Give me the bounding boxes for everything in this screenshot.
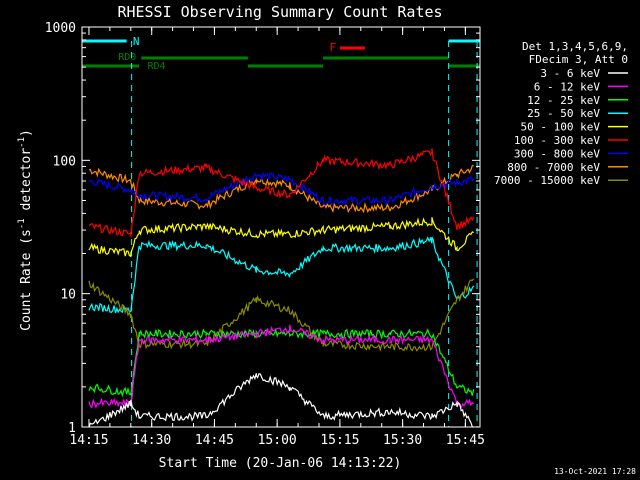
legend-header-line-2: FDecim 3, Att 0 [529,53,628,66]
x-tick-label: 14:15 [69,433,108,448]
x-tick-label: 15:00 [258,433,297,448]
flare-flag-label: F [329,41,336,54]
series-line [88,148,475,238]
y-axis-label: Count Rate (s-1 detector-1) [17,129,34,331]
series-line [88,171,475,207]
legend-label: 7000 - 15000 keV [494,174,600,187]
legend-label: 6 - 12 keV [534,80,601,93]
chart-title: RHESSI Observing Summary Count Rates [117,3,442,21]
legend: Det 1,3,4,5,6,9, FDecim 3, Att 0 3 - 6 k… [494,40,628,187]
legend-label: 12 - 25 keV [527,94,600,107]
y-tick-label: 100 [53,154,76,169]
x-tick-label: 15:30 [383,433,422,448]
series-line [88,165,474,214]
series-line [88,324,475,409]
x-tick-label: 14:30 [132,433,171,448]
legend-label: 300 - 800 keV [514,147,600,160]
series-line [88,236,475,314]
legend-label: 800 - 7000 keV [507,161,600,174]
y-tick-label: 1000 [45,21,76,36]
y-axis: 1 10 100 1000 [45,21,480,436]
series-line [88,217,474,258]
series-line [88,372,474,428]
y-tick-label: 1 [68,421,76,436]
footer-timestamp: 13-Oct-2021 17:28 [554,467,636,476]
legend-header-line-1: Det 1,3,4,5,6,9, [522,40,628,53]
rd4-flag-label: RD4 [148,61,166,72]
night-flag-label: N [133,35,140,48]
x-axis: 14:15 14:30 14:45 15:00 15:15 15:30 15:45 [69,27,485,448]
y-tick-label: 10 [60,288,76,303]
x-tick-label: 15:15 [320,433,359,448]
x-axis-label: Start Time (20-Jan-06 14:13:22) [159,456,402,471]
legend-label: 3 - 6 keV [540,67,600,80]
legend-label: 100 - 300 keV [514,134,600,147]
x-tick-label: 14:45 [195,433,234,448]
plot-frame [81,26,481,428]
x-tick-label: 15:45 [446,433,485,448]
plot-area: N RD0 RD4 F [82,35,480,428]
series-line [88,278,475,352]
legend-label: 25 - 50 keV [527,107,600,120]
legend-label: 50 - 100 keV [521,121,601,134]
rd0-flag-label: RD0 [118,52,136,63]
